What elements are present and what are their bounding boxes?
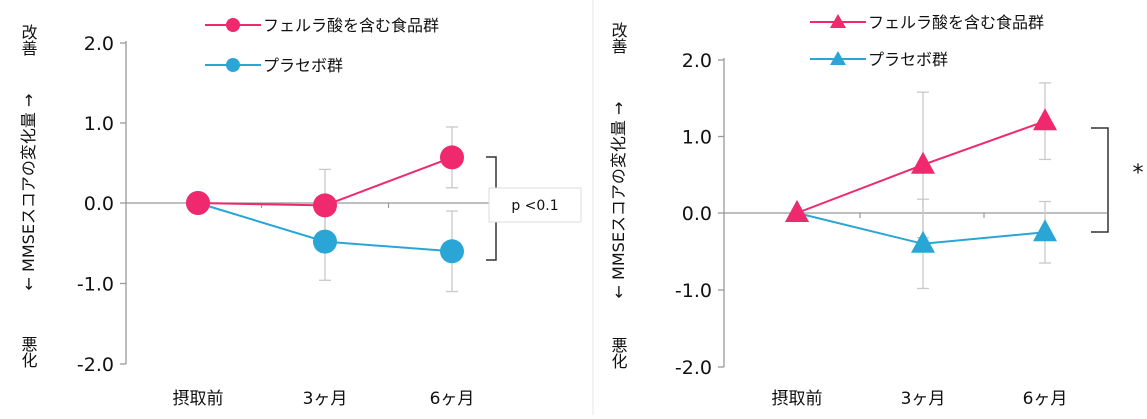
y-axis-label-bottom: 悪化 (19, 336, 38, 368)
x-category-label: 摂取前 (173, 389, 224, 409)
legend-marker (226, 58, 240, 72)
x-category-label: 3ヶ月 (303, 389, 348, 409)
y-tick-label: -1.0 (77, 274, 114, 296)
y-tick-label: 0.0 (682, 203, 712, 225)
y-tick-label: 2.0 (84, 33, 114, 55)
y-tick-label: 0.0 (84, 193, 114, 215)
x-category-label: 6ヶ月 (1023, 389, 1068, 409)
legend-marker (830, 14, 846, 28)
data-point (785, 200, 809, 222)
y-axis-label: ← MMSEスコアの変化量 → (19, 94, 38, 291)
legend-marker (226, 18, 240, 32)
legend-label: プラセボ群 (263, 56, 343, 75)
legend-label: フェルラ酸を含む食品群 (868, 13, 1044, 32)
legend-marker (830, 51, 846, 65)
data-point (440, 145, 464, 170)
y-axis-label-top: 改善 (19, 24, 38, 56)
x-category-label: 摂取前 (772, 389, 823, 409)
y-tick-label: -1.0 (675, 280, 712, 302)
data-point (1033, 219, 1057, 242)
annotation-text: * (1133, 161, 1144, 186)
data-point (313, 229, 337, 254)
y-tick-label: -2.0 (675, 357, 712, 379)
y-axis-label: ← MMSEスコアの変化量 → (609, 102, 628, 299)
data-point (1033, 108, 1057, 131)
y-tick-label: 1.0 (682, 127, 712, 149)
y-axis-label-bottom: 悪化 (609, 337, 628, 369)
significance-bracket (1091, 127, 1109, 233)
y-tick-label: 2.0 (682, 50, 712, 72)
legend-label: プラセボ群 (868, 50, 948, 69)
legend-label: フェルラ酸を含む食品群 (263, 16, 439, 35)
y-tick-label: -2.0 (77, 354, 114, 376)
data-point (186, 191, 210, 215)
data-point (911, 230, 935, 253)
annotation-text: p <0.1 (511, 198, 558, 214)
data-point (911, 151, 935, 174)
y-tick-label: 1.0 (84, 113, 114, 135)
x-category-label: 3ヶ月 (901, 389, 946, 409)
x-category-label: 6ヶ月 (430, 389, 475, 409)
data-point (440, 239, 464, 264)
annotation-box (488, 187, 582, 223)
data-point (313, 193, 337, 218)
y-axis-label-top: 改善 (609, 22, 628, 54)
